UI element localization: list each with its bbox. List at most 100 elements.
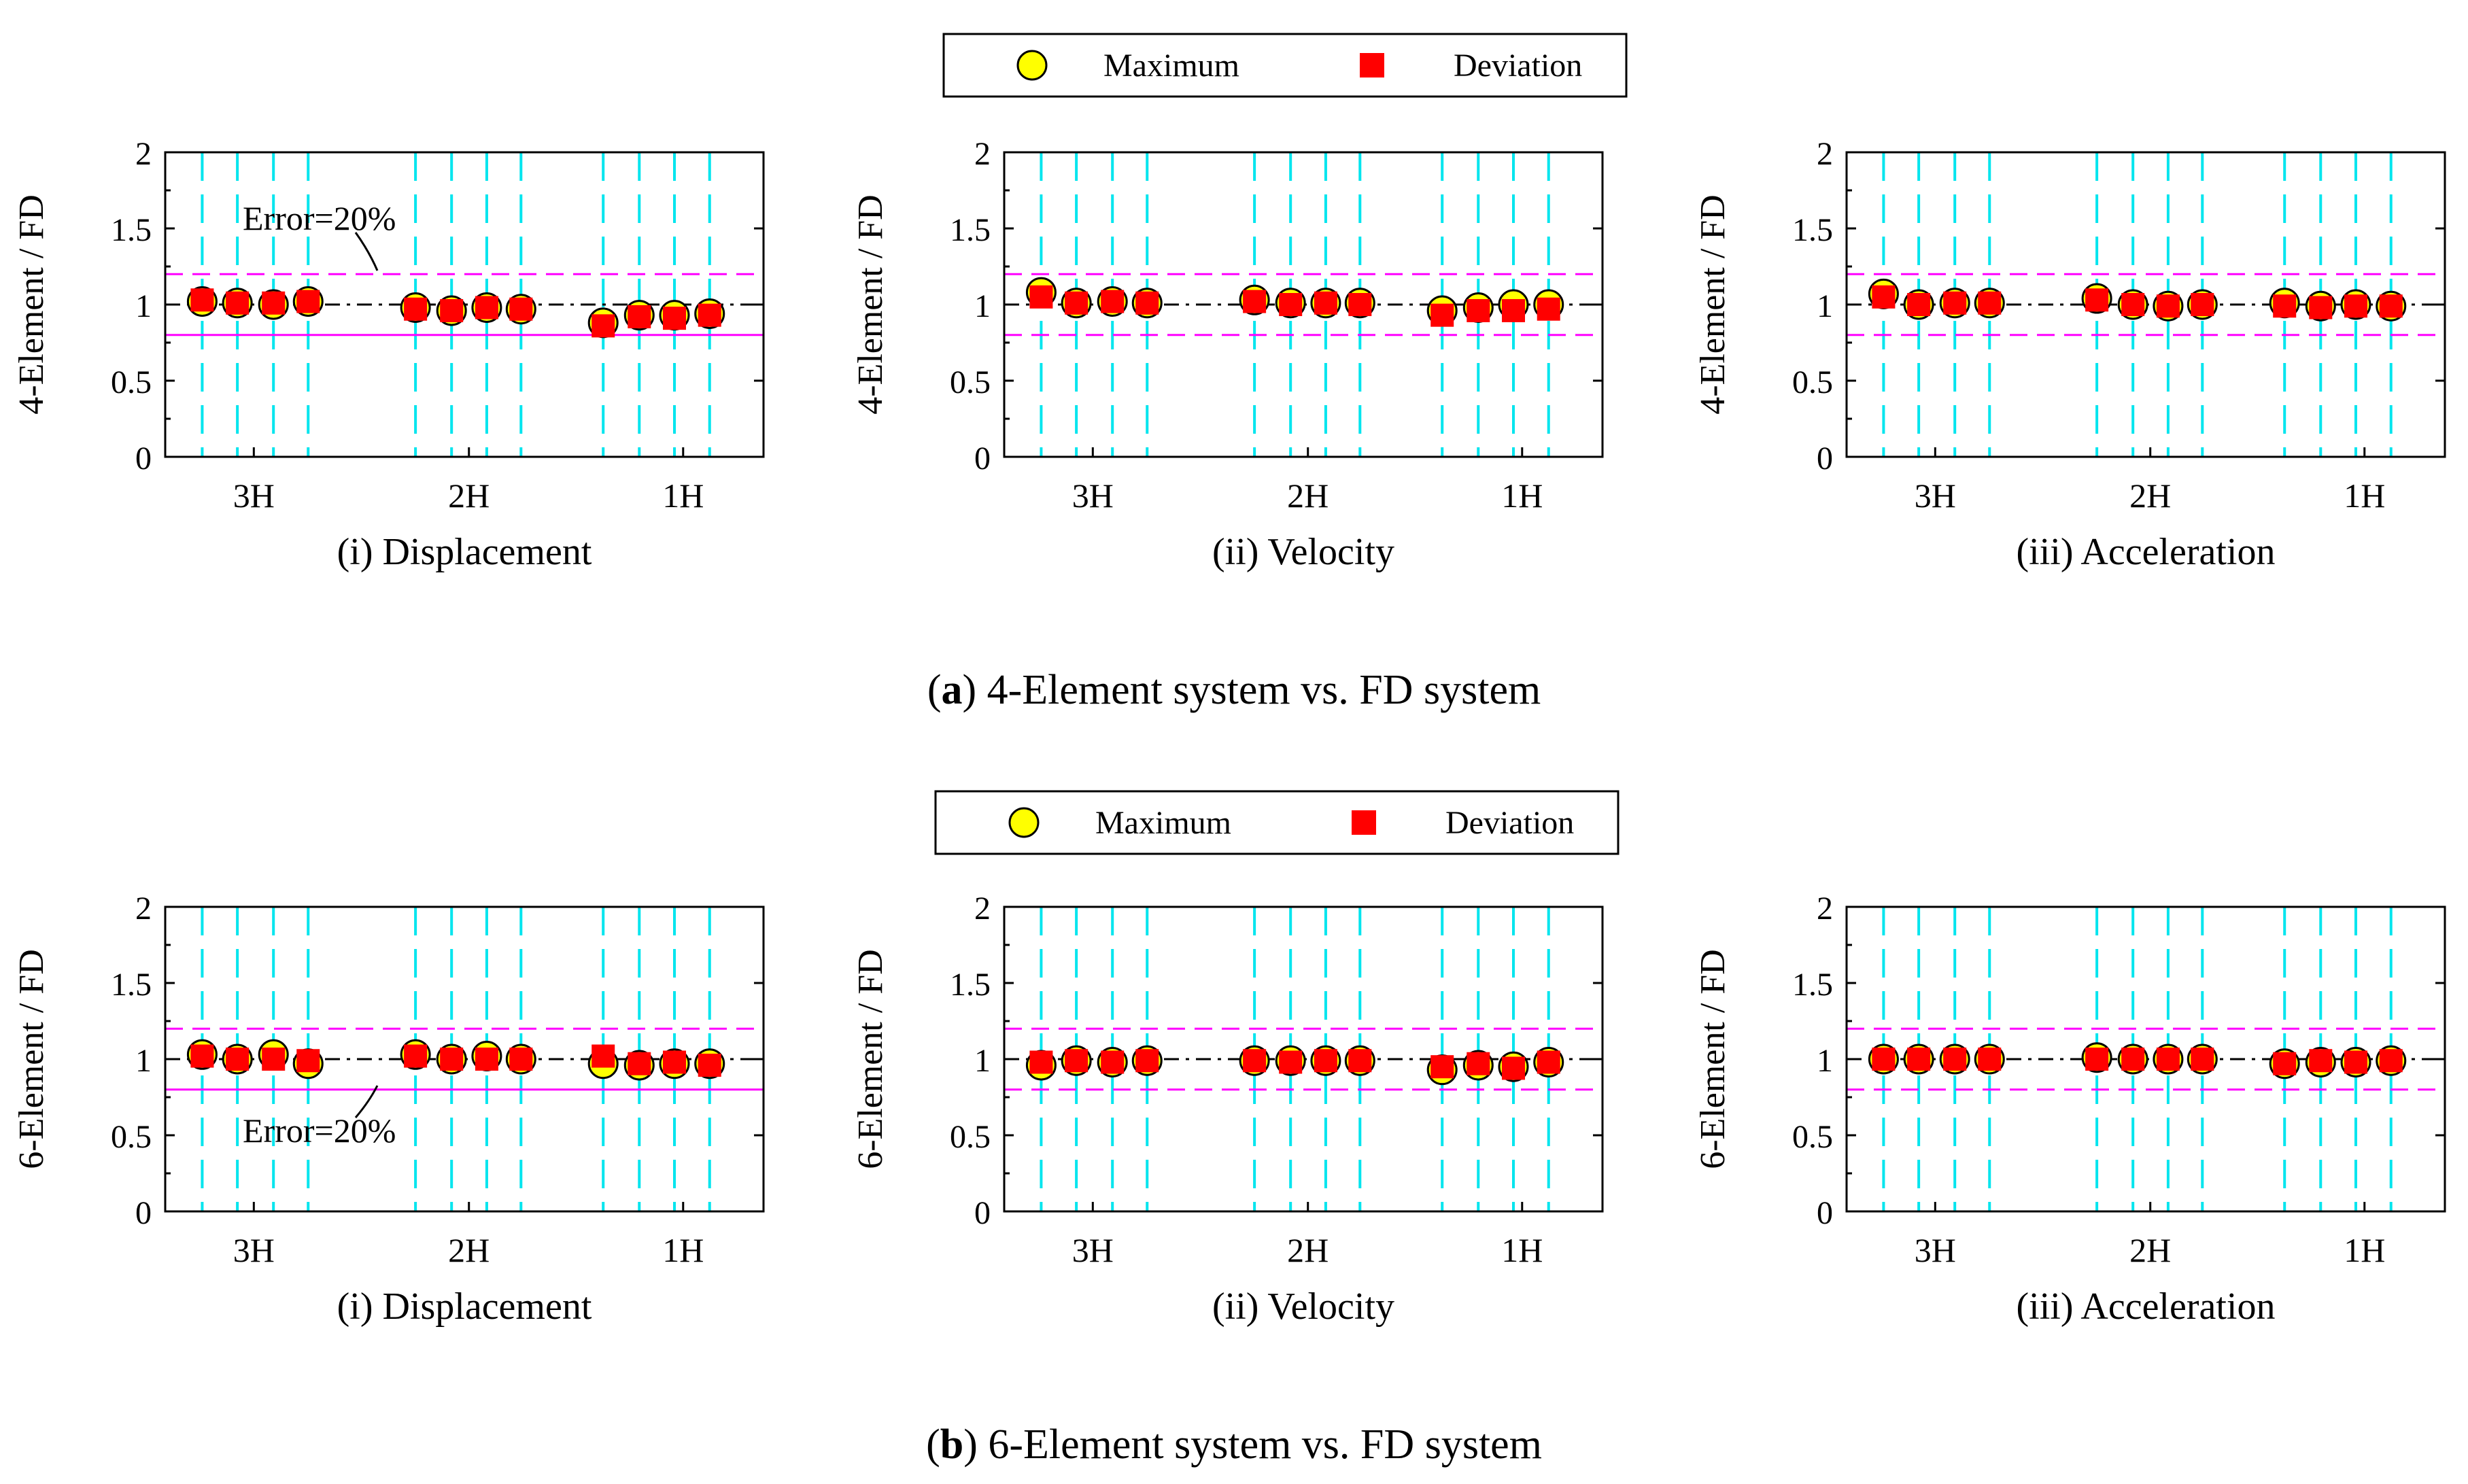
legend-marker-deviation bbox=[1352, 810, 1376, 835]
x-axis-label: (iii) Acceleration bbox=[2017, 531, 2276, 573]
x-tick-label: 2H bbox=[1287, 477, 1329, 515]
deviation-point bbox=[2344, 294, 2368, 318]
caption-tag: b bbox=[940, 1421, 963, 1468]
deviation-point bbox=[2273, 294, 2297, 318]
x-tick-label: 1H bbox=[2344, 1231, 2385, 1269]
y-tick-label: 0 bbox=[1817, 441, 1833, 477]
legend-box bbox=[934, 790, 1619, 855]
y-tick-label: 1.5 bbox=[1792, 212, 1833, 248]
panel-caption: (a) 4-Element system vs. FD system bbox=[927, 667, 1541, 713]
y-tick-label: 0 bbox=[135, 441, 152, 477]
y-tick-label: 0.5 bbox=[950, 364, 991, 400]
x-tick-label: 3H bbox=[1072, 477, 1114, 515]
deviation-point bbox=[262, 1048, 286, 1071]
legend: Maximum Deviation bbox=[942, 33, 1628, 98]
deviation-point bbox=[404, 297, 428, 321]
deviation-point bbox=[404, 1044, 428, 1068]
deviation-point bbox=[475, 1048, 498, 1071]
deviation-point bbox=[190, 288, 214, 312]
legend-label-undefined: Deviation bbox=[1454, 48, 1582, 84]
deviation-point bbox=[296, 290, 320, 313]
deviation-point bbox=[262, 291, 286, 315]
x-tick-label: 2H bbox=[2129, 477, 2171, 515]
deviation-point bbox=[2309, 1049, 2333, 1073]
deviation-point bbox=[2309, 296, 2333, 320]
deviation-point bbox=[440, 298, 464, 322]
y-tick-label: 1.5 bbox=[950, 212, 991, 248]
error-annotation: Error=20% bbox=[243, 199, 396, 237]
y-tick-label: 1 bbox=[974, 1043, 991, 1079]
y-tick-label: 0.5 bbox=[1792, 364, 1833, 400]
y-tick-label: 0.5 bbox=[1792, 1119, 1833, 1155]
deviation-point bbox=[2156, 1048, 2180, 1071]
y-axis-label: 4-Element / FD bbox=[1694, 194, 1732, 415]
y-tick-label: 1 bbox=[974, 288, 991, 324]
deviation-point bbox=[190, 1044, 214, 1068]
legend: Maximum Deviation bbox=[934, 790, 1619, 855]
deviation-point bbox=[1101, 290, 1125, 313]
deviation-point bbox=[2085, 288, 2109, 312]
deviation-point bbox=[226, 291, 250, 315]
deviation-point bbox=[1314, 291, 1337, 315]
deviation-point bbox=[1314, 1049, 1337, 1073]
panel-caption: (b) 6-Element system vs. FD system bbox=[926, 1421, 1542, 1468]
deviation-point bbox=[628, 305, 651, 328]
legend-marker-deviation bbox=[1360, 53, 1384, 77]
legend-box bbox=[942, 33, 1628, 98]
deviation-point bbox=[1467, 298, 1490, 322]
y-tick-label: 1.5 bbox=[1792, 967, 1833, 1003]
deviation-point bbox=[1101, 1050, 1125, 1074]
subplot-b-vel: 0 0.5 1 1.5 2 3H 2H 1H 6-Element / FD (ii) Veloci… bbox=[851, 891, 1604, 1328]
panel-a: Maximum Deviation 0 0.5 1 1.5 2 3H 2H 1H 4-Element… bbox=[12, 33, 2446, 713]
deviation-point bbox=[1065, 1049, 1089, 1073]
y-tick-label: 0 bbox=[1817, 1195, 1833, 1231]
y-tick-label: 2 bbox=[974, 891, 991, 927]
deviation-point bbox=[1467, 1052, 1490, 1075]
annotation-leader bbox=[354, 1085, 379, 1118]
y-tick-label: 0 bbox=[974, 441, 991, 477]
deviation-point bbox=[698, 303, 721, 327]
y-tick-label: 2 bbox=[135, 891, 152, 927]
caption-tag: a bbox=[941, 667, 962, 713]
deviation-point bbox=[698, 1053, 721, 1077]
deviation-point bbox=[1907, 293, 1931, 316]
deviation-point bbox=[663, 1050, 687, 1074]
y-axis-label: 4-Element / FD bbox=[851, 194, 890, 415]
deviation-point bbox=[440, 1048, 464, 1071]
subplot-a-disp: 0 0.5 1 1.5 2 3H 2H 1H 4-Element / FD (i) Displac… bbox=[12, 136, 765, 573]
caption-text: (b) 6-Element system vs. FD system bbox=[926, 1421, 1542, 1468]
caption-rest: ) 4-Element system vs. FD system bbox=[962, 667, 1541, 713]
deviation-point bbox=[1502, 1056, 1526, 1080]
deviation-point bbox=[2156, 294, 2180, 318]
deviation-point bbox=[1430, 303, 1454, 327]
y-tick-label: 0.5 bbox=[111, 1119, 152, 1155]
deviation-point bbox=[1348, 1049, 1372, 1073]
y-tick-label: 2 bbox=[135, 136, 152, 172]
legend-label-undefined: Maximum bbox=[1095, 805, 1231, 841]
deviation-point bbox=[1537, 1050, 1560, 1074]
subplot-a-vel: 0 0.5 1 1.5 2 3H 2H 1H 4-Element / FD (ii) Veloci… bbox=[851, 136, 1604, 573]
y-axis-label: 6-Element / FD bbox=[12, 949, 51, 1169]
deviation-point bbox=[1348, 293, 1372, 316]
subplot-b-disp: 0 0.5 1 1.5 2 3H 2H 1H 6-Element / FD (i) Displac… bbox=[12, 891, 765, 1328]
deviation-point bbox=[1943, 291, 1967, 315]
y-axis-label: 4-Element / FD bbox=[12, 194, 51, 415]
y-tick-label: 1.5 bbox=[111, 212, 152, 248]
x-tick-label: 1H bbox=[1501, 477, 1543, 515]
x-tick-label: 3H bbox=[1915, 477, 1956, 515]
legend-marker-maximum bbox=[1016, 50, 1048, 81]
deviation-point bbox=[1978, 291, 2002, 315]
deviation-point bbox=[592, 314, 615, 338]
legend-label-undefined: Maximum bbox=[1103, 48, 1239, 84]
x-tick-label: 2H bbox=[448, 477, 490, 515]
x-tick-label: 2H bbox=[2129, 1231, 2171, 1269]
y-tick-label: 1 bbox=[1817, 288, 1833, 324]
deviation-point bbox=[1135, 291, 1159, 315]
deviation-point bbox=[1430, 1055, 1454, 1079]
x-tick-label: 2H bbox=[448, 1231, 490, 1269]
deviation-point bbox=[475, 296, 498, 320]
deviation-point bbox=[2191, 1048, 2214, 1071]
deviation-point bbox=[1065, 291, 1089, 315]
y-tick-label: 1.5 bbox=[950, 967, 991, 1003]
caption-open: ( bbox=[927, 667, 942, 713]
